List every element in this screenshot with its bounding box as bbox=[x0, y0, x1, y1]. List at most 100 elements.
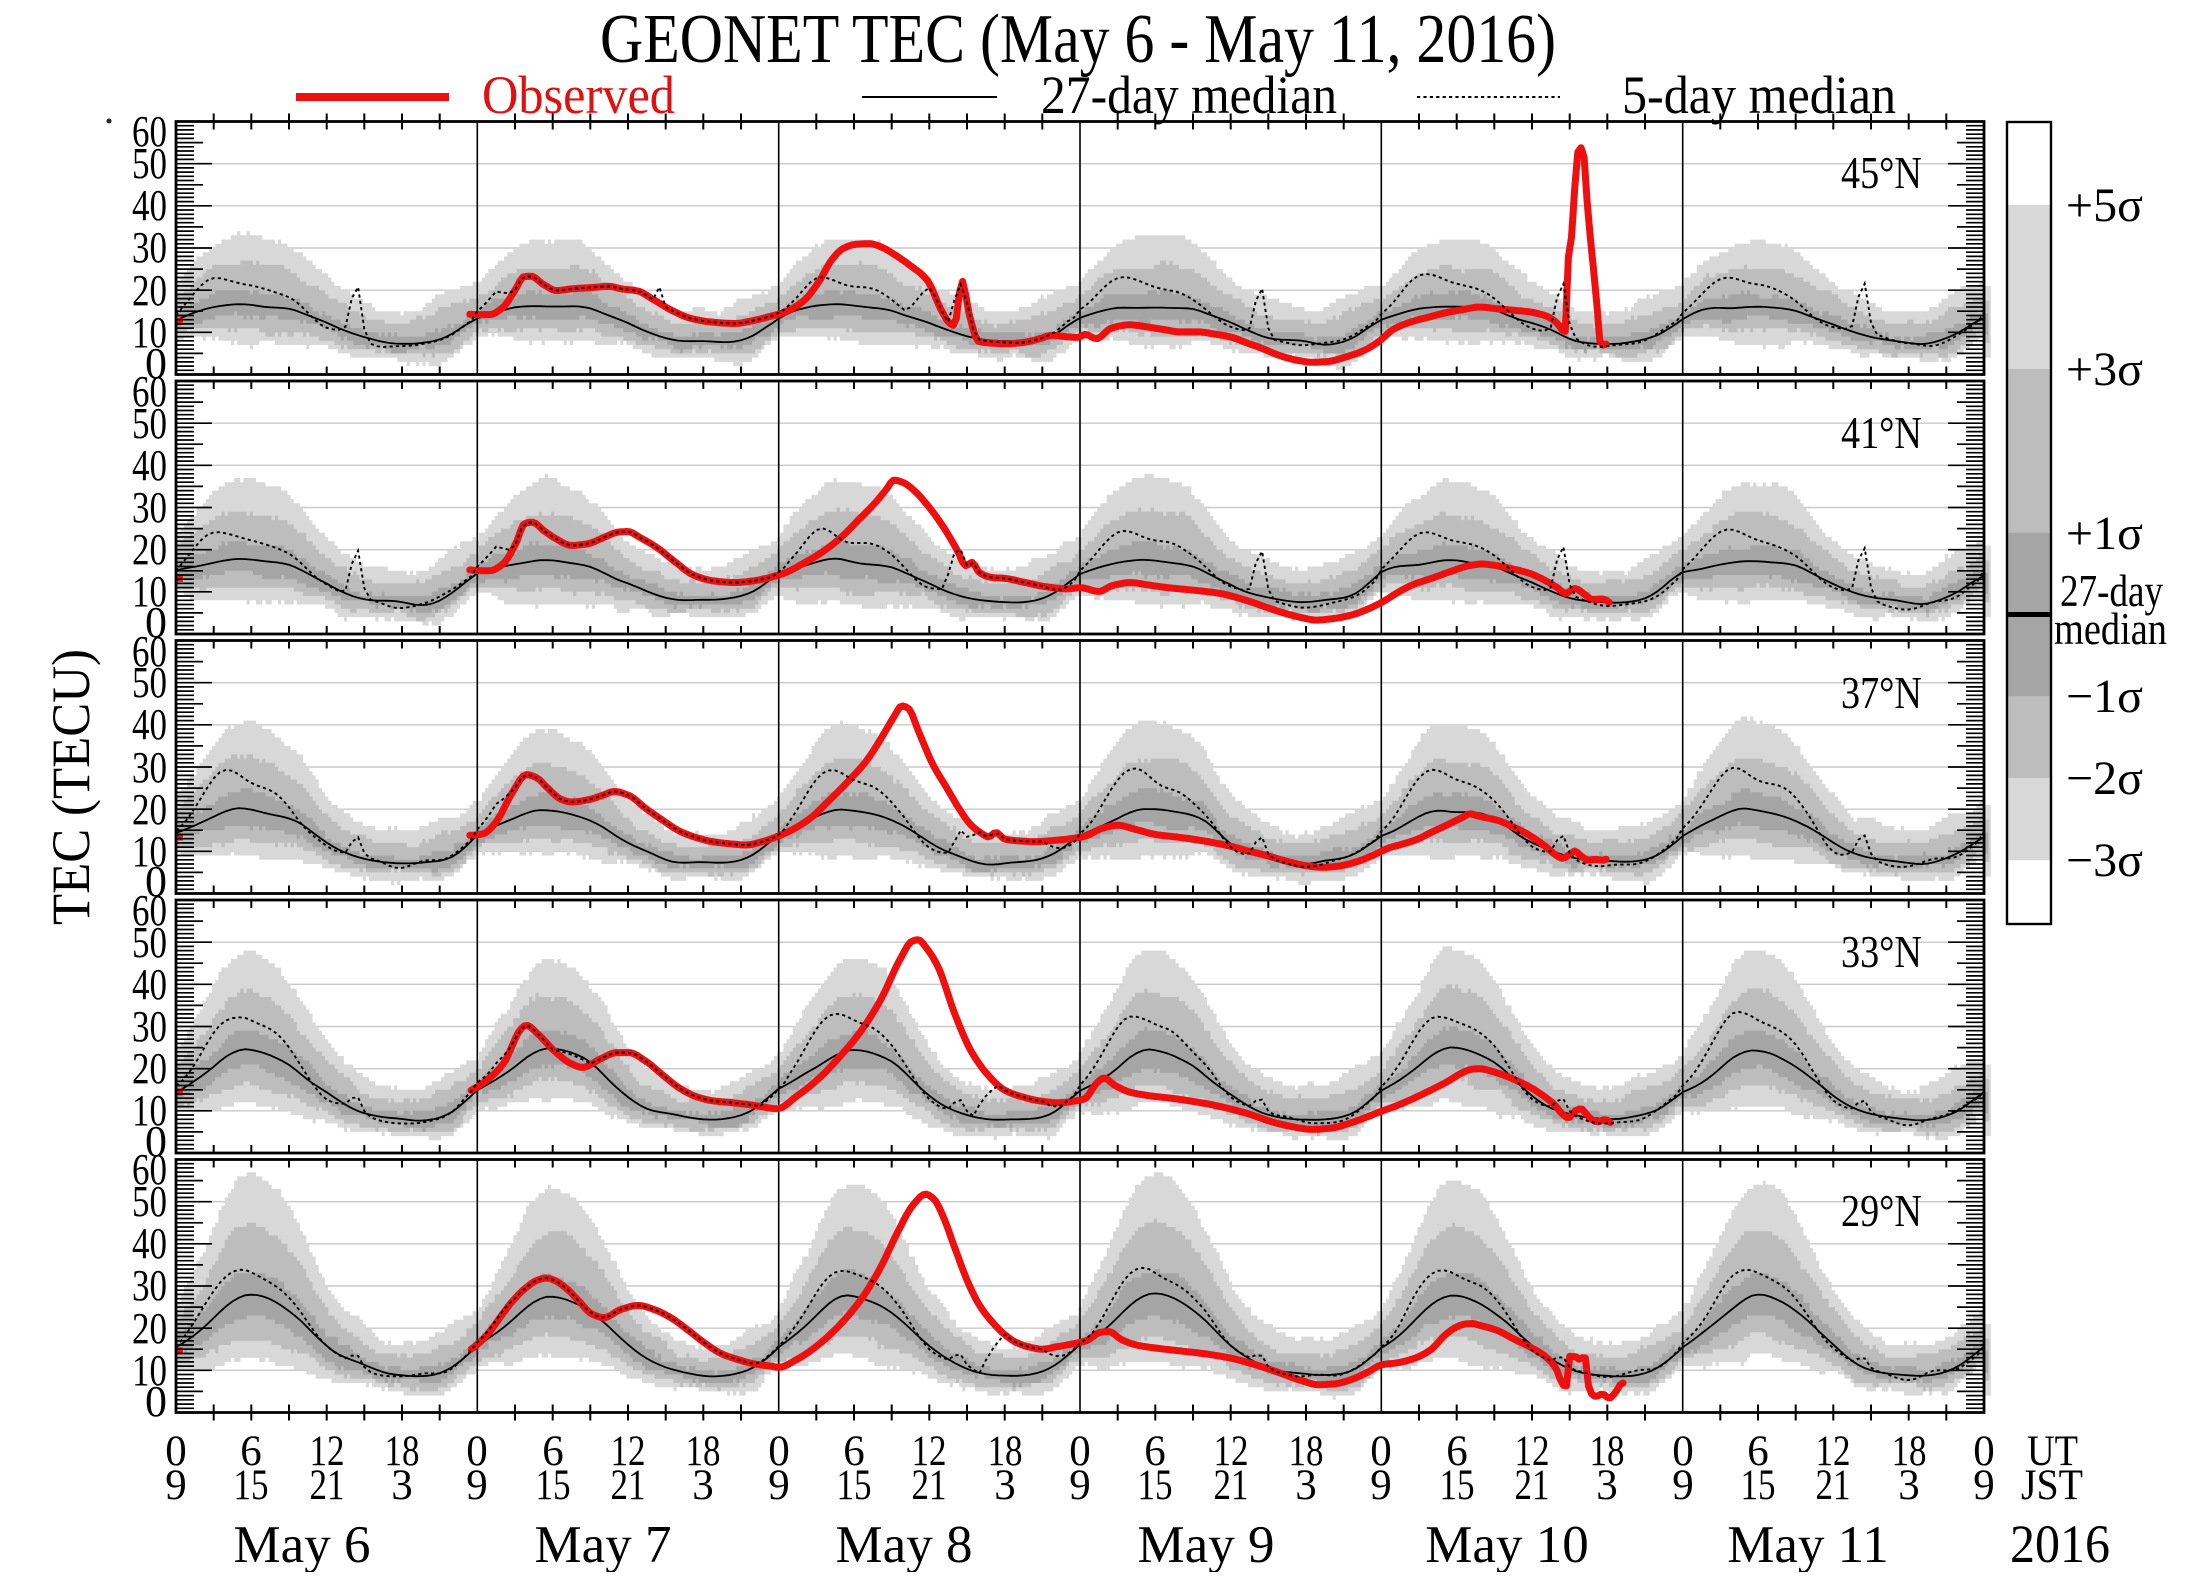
svg-text:15: 15 bbox=[536, 1462, 571, 1509]
svg-text:10: 10 bbox=[132, 1346, 167, 1395]
svg-text:Observed: Observed bbox=[482, 65, 675, 125]
svg-text:45°N: 45°N bbox=[1841, 147, 1922, 198]
svg-text:18: 18 bbox=[1590, 1428, 1625, 1475]
svg-text:12: 12 bbox=[1214, 1428, 1249, 1475]
svg-text:3: 3 bbox=[1295, 1462, 1317, 1509]
svg-text:0: 0 bbox=[145, 857, 167, 906]
svg-text:15: 15 bbox=[1138, 1462, 1173, 1509]
svg-text:12: 12 bbox=[611, 1428, 646, 1475]
svg-text:21: 21 bbox=[1214, 1462, 1249, 1509]
svg-text:21: 21 bbox=[1816, 1462, 1851, 1509]
svg-text:18: 18 bbox=[686, 1428, 721, 1475]
svg-text:40: 40 bbox=[132, 1219, 167, 1268]
svg-text:20: 20 bbox=[132, 266, 167, 315]
svg-text:May 10: May 10 bbox=[1425, 1516, 1588, 1572]
svg-text:40: 40 bbox=[132, 960, 167, 1009]
svg-text:9: 9 bbox=[1672, 1462, 1694, 1509]
svg-text:30: 30 bbox=[132, 483, 167, 532]
svg-text:30: 30 bbox=[132, 1261, 167, 1310]
svg-text:−3σ: −3σ bbox=[2066, 834, 2143, 887]
svg-text:9: 9 bbox=[165, 1462, 187, 1509]
svg-text:0: 0 bbox=[145, 1377, 167, 1426]
svg-text:9: 9 bbox=[1370, 1462, 1392, 1509]
svg-text:−1σ: −1σ bbox=[2066, 670, 2143, 723]
svg-text:JST: JST bbox=[2021, 1462, 2083, 1509]
svg-text:+3σ: +3σ bbox=[2066, 343, 2143, 396]
svg-text:60: 60 bbox=[132, 627, 167, 676]
svg-text:3: 3 bbox=[692, 1462, 714, 1509]
svg-text:21: 21 bbox=[611, 1462, 646, 1509]
svg-text:10: 10 bbox=[132, 827, 167, 876]
svg-text:60: 60 bbox=[132, 367, 167, 416]
svg-text:3: 3 bbox=[1596, 1462, 1618, 1509]
svg-text:0: 0 bbox=[145, 1117, 167, 1166]
svg-text:50: 50 bbox=[132, 658, 167, 707]
svg-text:27-day: 27-day bbox=[2060, 566, 2163, 616]
svg-text:50: 50 bbox=[132, 399, 167, 448]
svg-text:60: 60 bbox=[132, 1145, 167, 1194]
svg-text:50: 50 bbox=[132, 1177, 167, 1226]
svg-text:12: 12 bbox=[1515, 1428, 1550, 1475]
svg-text:18: 18 bbox=[1289, 1428, 1324, 1475]
svg-text:15: 15 bbox=[837, 1462, 872, 1509]
svg-text:+5σ: +5σ bbox=[2066, 179, 2143, 232]
svg-text:21: 21 bbox=[912, 1462, 947, 1509]
svg-text:15: 15 bbox=[1440, 1462, 1475, 1509]
svg-text:median: median bbox=[2054, 604, 2167, 654]
svg-text:60: 60 bbox=[132, 107, 167, 156]
svg-text:20: 20 bbox=[132, 785, 167, 834]
svg-text:May 7: May 7 bbox=[535, 1516, 672, 1572]
svg-text:50: 50 bbox=[132, 139, 167, 188]
svg-text:9: 9 bbox=[768, 1462, 790, 1509]
svg-text:40: 40 bbox=[132, 441, 167, 490]
svg-text:37°N: 37°N bbox=[1841, 667, 1922, 718]
svg-text:18: 18 bbox=[385, 1428, 420, 1475]
svg-text:0: 0 bbox=[768, 1428, 790, 1475]
svg-text:29°N: 29°N bbox=[1841, 1185, 1922, 1236]
svg-text:May 11: May 11 bbox=[1727, 1516, 1888, 1572]
svg-text:41°N: 41°N bbox=[1841, 407, 1922, 458]
svg-text:6: 6 bbox=[542, 1428, 564, 1475]
svg-text:3: 3 bbox=[391, 1462, 413, 1509]
svg-text:3: 3 bbox=[1898, 1462, 1920, 1509]
svg-text:30: 30 bbox=[132, 1002, 167, 1051]
svg-text:12: 12 bbox=[912, 1428, 947, 1475]
svg-text:6: 6 bbox=[240, 1428, 262, 1475]
svg-text:20: 20 bbox=[132, 525, 167, 574]
svg-text:18: 18 bbox=[988, 1428, 1023, 1475]
svg-text:UT: UT bbox=[2027, 1428, 2078, 1475]
svg-text:0: 0 bbox=[1672, 1428, 1694, 1475]
svg-text:40: 40 bbox=[132, 181, 167, 230]
svg-text:3: 3 bbox=[994, 1462, 1016, 1509]
svg-text:12: 12 bbox=[1816, 1428, 1851, 1475]
svg-text:0: 0 bbox=[145, 598, 167, 647]
svg-text:33°N: 33°N bbox=[1841, 926, 1922, 977]
svg-text:40: 40 bbox=[132, 700, 167, 749]
svg-text:10: 10 bbox=[132, 1086, 167, 1135]
svg-text:9: 9 bbox=[1973, 1462, 1995, 1509]
svg-text:21: 21 bbox=[1515, 1462, 1550, 1509]
svg-text:May 8: May 8 bbox=[836, 1516, 973, 1572]
svg-text:30: 30 bbox=[132, 223, 167, 272]
svg-text:9: 9 bbox=[1069, 1462, 1091, 1509]
svg-text:0: 0 bbox=[145, 339, 167, 388]
svg-text:10: 10 bbox=[132, 308, 167, 357]
svg-text:0: 0 bbox=[1370, 1428, 1392, 1475]
svg-text:20: 20 bbox=[132, 1044, 167, 1093]
svg-text:6: 6 bbox=[1446, 1428, 1468, 1475]
svg-text:6: 6 bbox=[1144, 1428, 1166, 1475]
svg-text:0: 0 bbox=[1973, 1428, 1995, 1475]
svg-text:30: 30 bbox=[132, 743, 167, 792]
svg-text:6: 6 bbox=[843, 1428, 865, 1475]
svg-text:−2σ: −2σ bbox=[2066, 752, 2143, 805]
svg-text:6: 6 bbox=[1747, 1428, 1769, 1475]
svg-text:60: 60 bbox=[132, 886, 167, 935]
svg-text:15: 15 bbox=[1741, 1462, 1776, 1509]
svg-text:+1σ: +1σ bbox=[2066, 507, 2143, 560]
svg-text:0: 0 bbox=[165, 1428, 187, 1475]
svg-text:0: 0 bbox=[466, 1428, 488, 1475]
svg-text:50: 50 bbox=[132, 918, 167, 967]
svg-text:21: 21 bbox=[310, 1462, 345, 1509]
svg-text:27-day median: 27-day median bbox=[1041, 65, 1337, 125]
svg-text:May 6: May 6 bbox=[234, 1516, 371, 1572]
